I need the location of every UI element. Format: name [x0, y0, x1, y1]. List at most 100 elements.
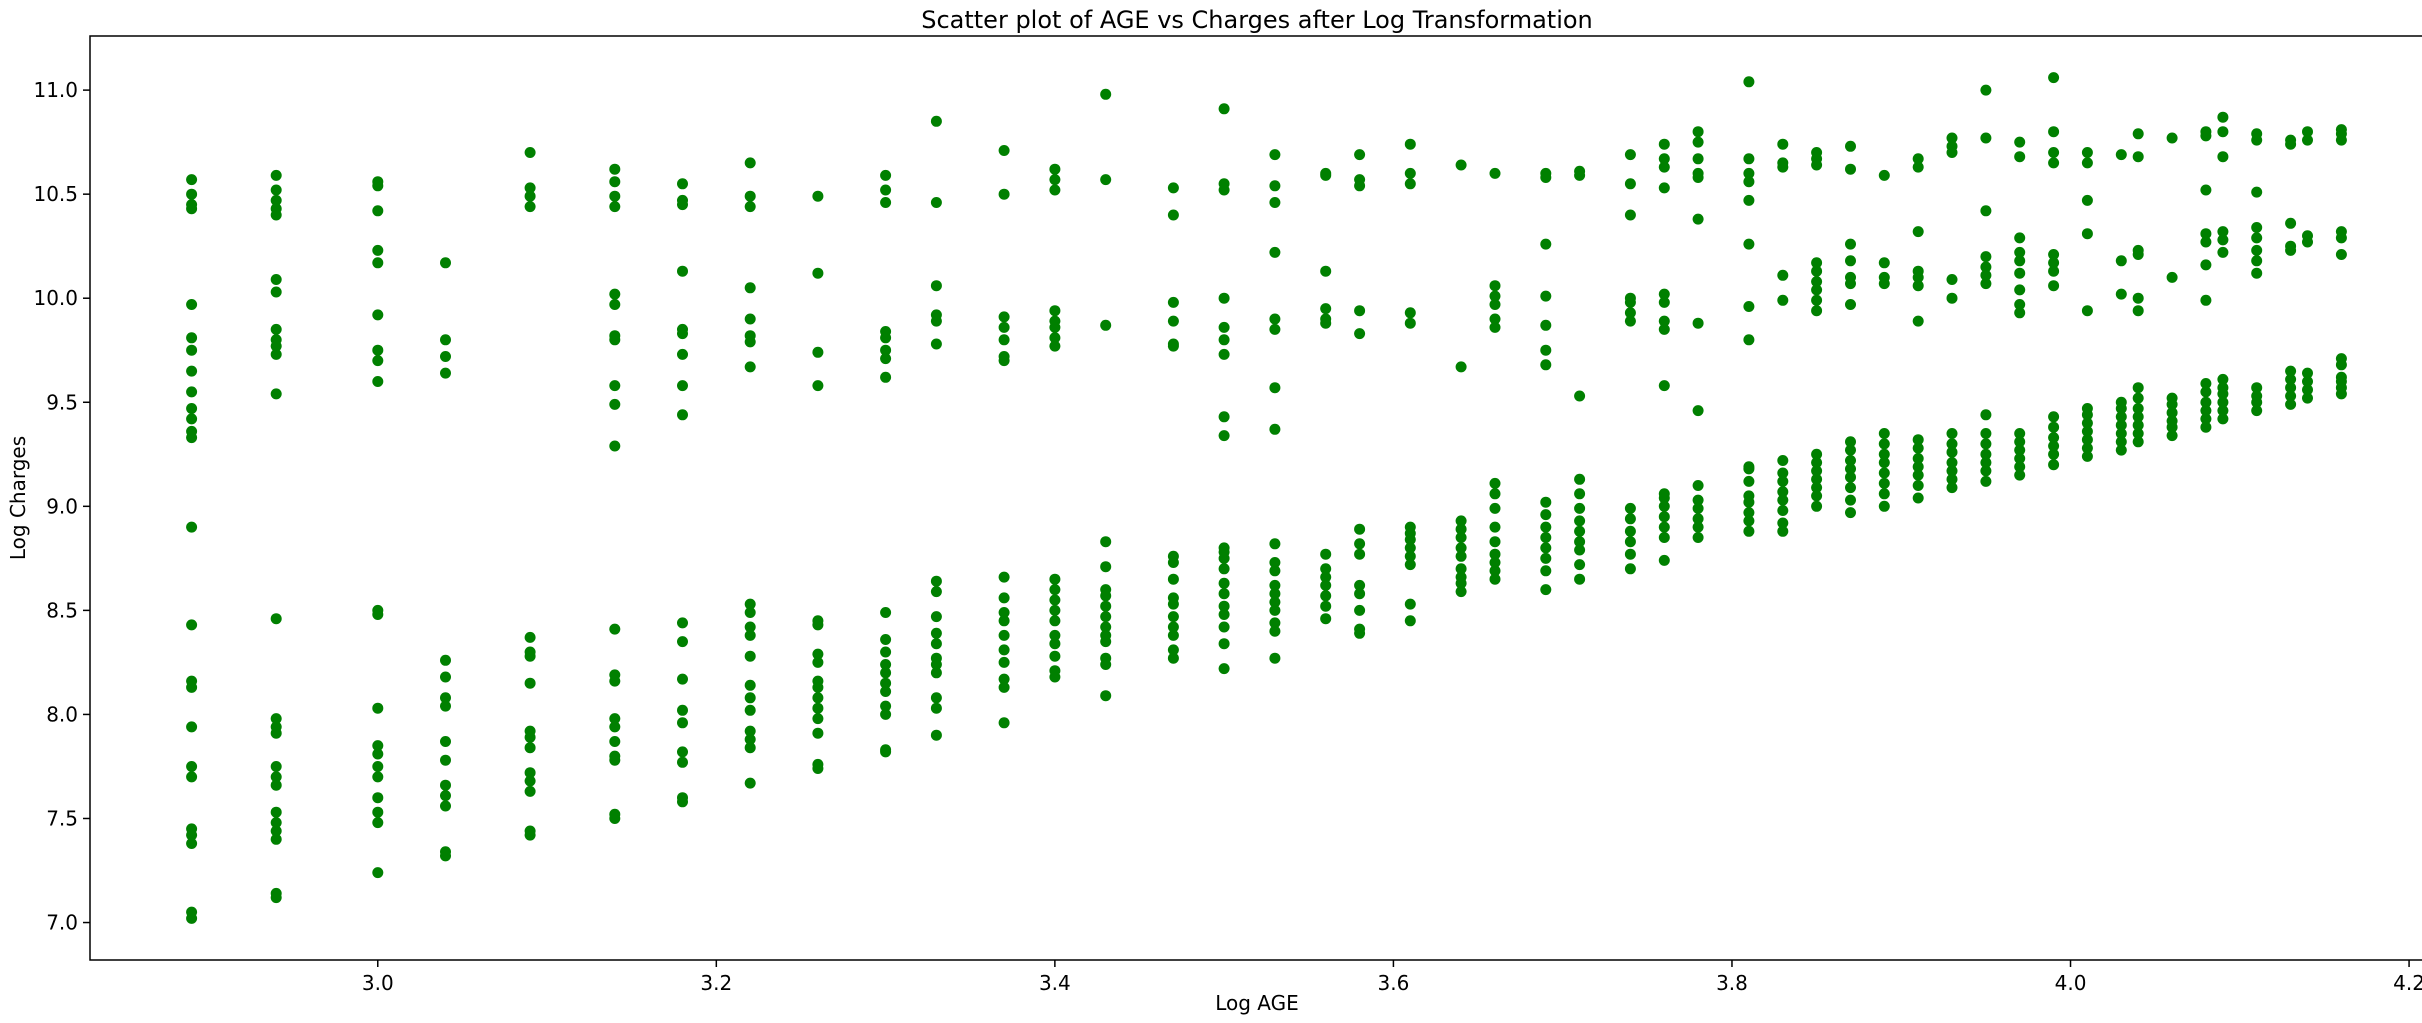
data-point: [1049, 340, 1061, 352]
data-point: [1218, 178, 1230, 190]
data-point: [1540, 319, 1552, 331]
data-point: [372, 702, 384, 714]
data-point: [1743, 461, 1755, 473]
data-point: [524, 767, 536, 779]
data-point: [1777, 505, 1789, 516]
data-point: [998, 321, 1010, 333]
data-point: [270, 203, 282, 215]
data-point: [930, 627, 942, 639]
data-point: [1692, 405, 1704, 417]
data-point: [1100, 174, 1112, 186]
data-point: [2217, 396, 2229, 408]
data-point: [1167, 209, 1179, 221]
data-point: [2132, 128, 2144, 140]
data-point: [2302, 230, 2313, 242]
data-point: [1777, 525, 1789, 537]
data-point: [880, 700, 892, 712]
data-point: [1167, 338, 1179, 350]
data-point: [2115, 428, 2127, 439]
data-point: [1845, 455, 1856, 466]
data-point: [609, 713, 621, 725]
data-point: [812, 727, 824, 739]
data-point: [1049, 665, 1061, 677]
y-tick-label: 10.5: [33, 182, 78, 206]
data-point: [1845, 436, 1856, 448]
data-point: [1218, 411, 1230, 423]
data-point: [1878, 448, 1890, 460]
data-point: [1777, 467, 1789, 479]
data-point: [677, 704, 688, 716]
data-point: [1777, 269, 1789, 281]
data-point: [1574, 525, 1586, 537]
data-point: [1269, 579, 1281, 591]
data-point: [1269, 596, 1281, 608]
data-point: [1404, 307, 1416, 319]
data-point: [1100, 621, 1112, 633]
data-point: [2081, 147, 2093, 158]
data-point: [1455, 361, 1467, 373]
data-point: [440, 671, 451, 683]
data-point: [1946, 140, 1958, 152]
data-point: [1455, 515, 1467, 527]
data-point: [2166, 132, 2178, 144]
data-point: [2014, 444, 2026, 456]
data-point: [2285, 217, 2297, 229]
data-point: [1980, 132, 1992, 144]
data-point: [1574, 559, 1586, 571]
data-point: [677, 617, 688, 629]
data-point: [1354, 604, 1366, 616]
chart-title: Scatter plot of AGE vs Charges after Log…: [921, 6, 1593, 34]
y-tick-label: 7.5: [46, 806, 78, 830]
data-point: [1811, 457, 1823, 469]
data-point: [1167, 182, 1179, 194]
data-point: [270, 388, 282, 400]
data-point: [812, 190, 824, 202]
data-point: [1946, 438, 1958, 450]
data-point: [2251, 222, 2263, 233]
data-point: [1269, 246, 1281, 258]
data-point: [1624, 315, 1636, 327]
data-point: [1946, 457, 1958, 469]
data-point: [1455, 571, 1467, 583]
data-point: [609, 380, 621, 392]
y-tick-label: 8.0: [46, 702, 78, 726]
data-point: [2251, 255, 2263, 267]
data-point: [998, 607, 1010, 618]
data-point: [2251, 186, 2263, 198]
data-point: [1269, 557, 1281, 568]
data-point: [744, 692, 756, 704]
y-tick-label: 8.5: [46, 598, 78, 622]
data-point: [2132, 403, 2144, 414]
data-point: [2335, 226, 2347, 238]
data-point: [1218, 588, 1230, 600]
data-point: [1049, 174, 1061, 186]
data-point: [372, 604, 384, 616]
data-point: [1574, 573, 1586, 585]
data-point: [1878, 488, 1890, 500]
data-point: [2285, 398, 2297, 410]
y-tick-label: 7.0: [46, 911, 78, 935]
data-point: [1624, 536, 1636, 548]
data-point: [186, 761, 198, 772]
data-point: [1540, 167, 1552, 179]
data-point: [2217, 234, 2229, 246]
data-point: [744, 733, 756, 745]
data-point: [372, 771, 384, 783]
data-point: [1167, 621, 1179, 633]
x-tick-label: 3.0: [362, 971, 394, 995]
data-point: [1455, 532, 1467, 543]
data-point: [1777, 294, 1789, 306]
data-point: [372, 205, 384, 217]
data-point: [744, 742, 756, 754]
data-point: [1218, 430, 1230, 442]
data-point: [1658, 153, 1670, 165]
data-point: [1777, 157, 1789, 169]
data-point: [2014, 284, 2026, 296]
data-point: [440, 779, 451, 791]
data-point: [1354, 538, 1366, 550]
data-point: [609, 440, 621, 452]
data-point: [1811, 465, 1823, 477]
data-point: [1624, 563, 1636, 575]
data-point: [2014, 436, 2026, 448]
data-point: [609, 736, 621, 747]
